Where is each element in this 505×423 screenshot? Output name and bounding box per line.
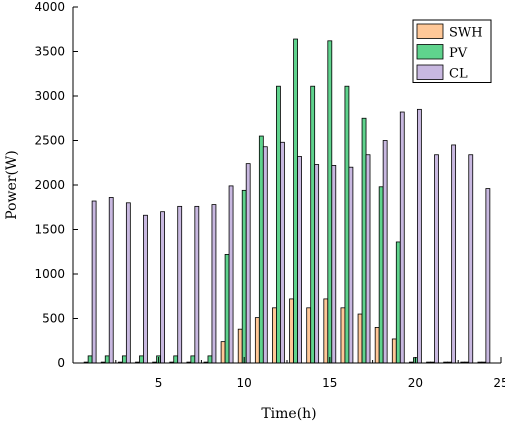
bar-cl-5 — [160, 211, 165, 364]
bar-pv-10 — [241, 189, 247, 364]
bar-pv-19 — [395, 241, 401, 364]
bar-cl-3 — [125, 202, 131, 364]
bar-pv-3 — [121, 355, 127, 364]
x-tick-label-15: 15 — [322, 376, 337, 390]
bar-cl-2 — [108, 197, 114, 364]
bar-cl-1 — [91, 200, 97, 364]
bar-pv-8 — [207, 355, 213, 364]
legend-swatch-cl — [416, 64, 444, 80]
bar-cl-6 — [177, 205, 183, 364]
legend-swatch-pv — [416, 44, 444, 60]
bar-cl-13 — [297, 156, 302, 364]
ticks-layer: 0 500 1000 1500 2000 2500 3000 3500 4000 5 10 15 20 2… — [34, 0, 505, 390]
y-tick-label-2000: 2000 — [34, 178, 65, 192]
bar-pv-18 — [378, 186, 384, 364]
legend: SWH PV CL — [412, 19, 492, 83]
bar-cl-19 — [399, 111, 405, 364]
y-tick-label-1000: 1000 — [34, 267, 65, 281]
y-tick-label-1500: 1500 — [34, 223, 65, 237]
bar-swh-13 — [289, 298, 294, 364]
y-tick-label-3000: 3000 — [34, 89, 65, 103]
bar-pv-9 — [224, 254, 230, 364]
bar-swh-10 — [237, 328, 243, 364]
y-tick-label-3500: 3500 — [34, 45, 65, 59]
bar-pv-14 — [310, 85, 316, 364]
legend-swatch-swh — [416, 23, 444, 39]
bar-swh-12 — [272, 307, 277, 364]
legend-label-pv: PV — [449, 46, 468, 61]
bar-swh-16 — [340, 307, 346, 364]
bar-cl-4 — [143, 214, 148, 364]
bar-pv-12 — [276, 85, 281, 364]
bar-swh-19 — [391, 338, 397, 364]
bar-pv-11 — [258, 135, 264, 364]
bar-pv-15 — [327, 40, 333, 364]
bars-layer — [83, 38, 491, 364]
bar-cl-10 — [245, 163, 251, 364]
bar-cl-16 — [348, 166, 354, 364]
bar-swh-18 — [374, 326, 380, 364]
bar-pv-1 — [87, 355, 93, 364]
legend-label-swh: SWH — [449, 26, 483, 41]
bar-pv-7 — [190, 355, 196, 364]
bar-pv-16 — [344, 85, 350, 364]
y-tick-label-2500: 2500 — [34, 134, 65, 148]
y-tick-label-500: 500 — [42, 312, 65, 326]
bar-cl-22 — [451, 144, 457, 364]
y-axis-title: Power(W) — [4, 150, 20, 220]
bar-cl-20 — [416, 108, 422, 364]
bar-swh-15 — [323, 298, 329, 364]
bar-pv-6 — [173, 355, 179, 364]
bar-swh-11 — [254, 317, 260, 364]
y-tick-label-4000: 4000 — [34, 0, 65, 14]
y-tick-label-0: 0 — [57, 356, 65, 370]
x-tick-label-5: 5 — [155, 376, 163, 390]
x-tick-label-25: 25 — [493, 376, 505, 390]
bar-swh-17 — [357, 313, 363, 364]
x-axis-title: Time(h) — [261, 406, 316, 422]
bar-cl-18 — [382, 140, 388, 364]
bar-cl-14 — [314, 164, 320, 364]
bar-cl-23 — [468, 154, 474, 364]
x-tick-label-10: 10 — [237, 376, 252, 390]
bar-pv-4 — [139, 355, 144, 364]
bar-pv-13 — [293, 38, 298, 364]
bar-cl-21 — [434, 154, 439, 364]
x-tick-label-20: 20 — [408, 376, 423, 390]
bar-cl-11 — [262, 146, 268, 364]
bar-cl-8 — [211, 204, 217, 364]
bar-pv-17 — [361, 117, 367, 364]
bar-cl-24 — [485, 188, 491, 364]
bar-cl-7 — [194, 205, 200, 364]
bar-cl-9 — [228, 185, 234, 364]
legend-label-cl: CL — [449, 67, 468, 82]
bar-pv-2 — [104, 355, 110, 364]
bar-cl-17 — [365, 154, 371, 364]
bar-swh-9 — [220, 341, 226, 364]
bar-cl-12 — [280, 141, 285, 364]
bar-cl-15 — [331, 165, 337, 364]
bar-swh-14 — [306, 307, 312, 364]
